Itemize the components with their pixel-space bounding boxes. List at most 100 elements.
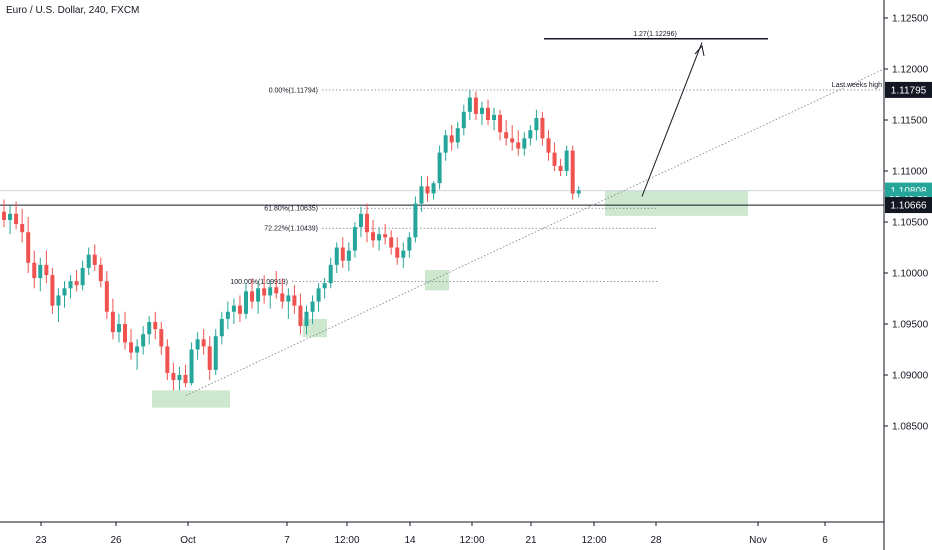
candle-body[interactable]: [104, 281, 109, 312]
candle-body[interactable]: [26, 232, 31, 263]
candle-body[interactable]: [280, 293, 285, 302]
candle-body[interactable]: [274, 287, 279, 294]
candle-body[interactable]: [237, 305, 242, 314]
candle-body[interactable]: [486, 107, 490, 120]
candle-body[interactable]: [213, 336, 218, 370]
candle-body[interactable]: [177, 375, 182, 381]
candle-body[interactable]: [552, 152, 557, 166]
candle-body[interactable]: [334, 247, 339, 265]
candle-body[interactable]: [298, 305, 303, 327]
candle-body[interactable]: [564, 150, 569, 171]
candle-body[interactable]: [98, 264, 103, 282]
candle-body[interactable]: [340, 247, 345, 261]
candle-body[interactable]: [576, 190, 581, 194]
candle-body[interactable]: [455, 128, 460, 143]
candle-body[interactable]: [129, 342, 134, 353]
candle-body[interactable]: [365, 213, 369, 233]
candle-body[interactable]: [159, 329, 164, 347]
candle-body[interactable]: [38, 264, 43, 279]
candle-body[interactable]: [171, 372, 176, 381]
candle-body[interactable]: [492, 114, 497, 120]
candle-body[interactable]: [401, 250, 406, 258]
candle-body[interactable]: [44, 264, 49, 276]
candle-body[interactable]: [510, 138, 515, 143]
candle-body[interactable]: [413, 203, 418, 238]
candle-body[interactable]: [449, 135, 454, 143]
candle-body[interactable]: [165, 346, 170, 373]
candle-body[interactable]: [431, 183, 436, 194]
candle-body[interactable]: [443, 135, 448, 153]
candle-body[interactable]: [467, 97, 472, 112]
candle-body[interactable]: [123, 324, 127, 343]
candle-body[interactable]: [80, 267, 85, 286]
candle-body[interactable]: [504, 132, 509, 139]
candle-body[interactable]: [50, 275, 55, 306]
candle-body[interactable]: [8, 213, 13, 220]
candle-body[interactable]: [346, 250, 351, 261]
candle-body[interactable]: [516, 142, 521, 149]
candle-body[interactable]: [498, 114, 503, 133]
candle-body[interactable]: [110, 311, 115, 333]
candle-body[interactable]: [473, 97, 478, 114]
candle-body[interactable]: [310, 301, 315, 312]
candle-body[interactable]: [461, 111, 466, 129]
candle-body[interactable]: [395, 247, 400, 258]
candle-body[interactable]: [352, 227, 357, 251]
x-tick-label: 12:00: [459, 535, 484, 546]
candle-body[interactable]: [328, 264, 333, 284]
candle-body[interactable]: [262, 288, 267, 296]
candle-body[interactable]: [56, 295, 61, 306]
candle-body[interactable]: [14, 213, 19, 225]
candle-body[interactable]: [225, 311, 230, 319]
candle-body[interactable]: [256, 288, 261, 302]
candle-body[interactable]: [528, 130, 533, 139]
candle-body[interactable]: [183, 375, 188, 384]
candle-body[interactable]: [522, 138, 527, 149]
candle-body[interactable]: [68, 281, 73, 289]
candle-body[interactable]: [570, 150, 575, 194]
candle-body[interactable]: [377, 234, 382, 241]
demand-zone: [425, 269, 449, 291]
candle-body[interactable]: [244, 291, 248, 314]
candle-body[interactable]: [316, 288, 321, 302]
candle-body[interactable]: [207, 346, 212, 370]
candle-body[interactable]: [74, 281, 79, 286]
candle-body[interactable]: [322, 283, 327, 289]
candle-body[interactable]: [558, 165, 563, 171]
candle-body[interactable]: [201, 339, 206, 347]
last-week-high-label: Last weeks high: [832, 82, 882, 89]
candle-body[interactable]: [195, 339, 200, 350]
candle-body[interactable]: [268, 287, 273, 296]
candle-body[interactable]: [219, 318, 224, 337]
candle-body[interactable]: [437, 152, 442, 184]
candle-body[interactable]: [534, 117, 539, 131]
candle-body[interactable]: [389, 237, 394, 248]
candle-body[interactable]: [189, 349, 194, 384]
candle-body[interactable]: [304, 311, 309, 327]
candle-body[interactable]: [62, 288, 67, 296]
candle-body[interactable]: [286, 295, 291, 302]
candle-body[interactable]: [292, 295, 297, 306]
candle-body[interactable]: [479, 107, 484, 114]
candle-body[interactable]: [135, 346, 140, 353]
candle-body[interactable]: [116, 324, 121, 333]
candle-body[interactable]: [546, 138, 551, 153]
candle-body[interactable]: [371, 232, 376, 241]
candle-body[interactable]: [141, 334, 146, 347]
candle-body[interactable]: [358, 213, 363, 228]
candle-body[interactable]: [20, 224, 25, 233]
candle-body[interactable]: [32, 262, 37, 279]
candle-body[interactable]: [86, 254, 91, 268]
candle-body[interactable]: [540, 117, 545, 139]
candle-body[interactable]: [2, 211, 6, 220]
candle-body[interactable]: [153, 321, 158, 330]
candle-body[interactable]: [407, 237, 412, 251]
candle-body[interactable]: [147, 321, 152, 335]
candle-body[interactable]: [425, 186, 430, 194]
candle-body[interactable]: [383, 234, 388, 238]
candle-body[interactable]: [92, 254, 97, 265]
candle-body[interactable]: [250, 291, 255, 302]
candle-body[interactable]: [231, 305, 236, 312]
candle-body[interactable]: [419, 186, 424, 204]
